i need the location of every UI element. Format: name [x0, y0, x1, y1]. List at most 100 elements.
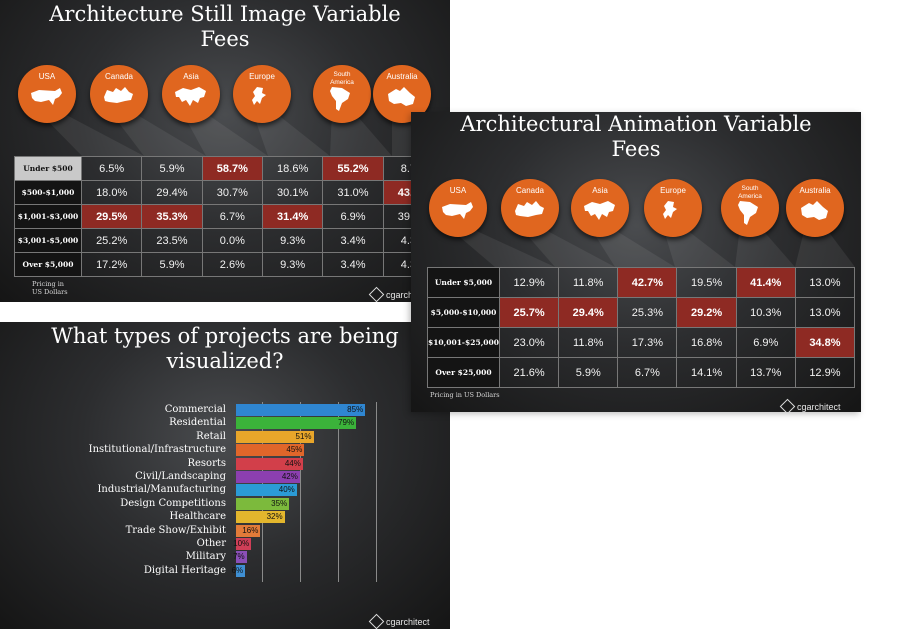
title-line-1: Architectural Animation Variable [460, 112, 812, 136]
spotlight-beam [663, 227, 735, 267]
table-cell: 35.3% [141, 204, 203, 229]
region-label: Canada [515, 186, 545, 195]
region-label: Asia [592, 186, 608, 195]
slide-title: What types of projects are being visuali… [0, 324, 450, 374]
region-south-america: South America [721, 179, 779, 237]
bar [236, 471, 300, 483]
bar [236, 497, 290, 510]
europe-map-icon [663, 201, 677, 219]
region-usa: USA [18, 65, 76, 123]
region-label: Europe [249, 72, 275, 81]
brand-logo: cgarchitect [368, 286, 430, 302]
bar-value-label: 44% [284, 458, 301, 468]
spotlight-beam [37, 110, 144, 156]
table-cell: 10.3% [735, 297, 796, 328]
table-cell: 6.7% [617, 357, 678, 388]
cgarchitect-logo-icon [368, 286, 385, 302]
spotlight-beam [252, 110, 330, 156]
region-asia: Asia [162, 65, 220, 123]
region-europe: Europe [233, 65, 291, 123]
region-label: South America [330, 71, 354, 86]
europe-map-icon [252, 87, 266, 105]
region-canada: Canada [90, 65, 148, 123]
row-label: Under $500 [14, 156, 82, 181]
beam-layer [448, 227, 855, 267]
bar-category-label: Healthcare [169, 511, 226, 523]
row-label: Over $5,000 [14, 252, 82, 277]
bar-category-label: Design Competitions [120, 497, 226, 509]
cgarchitect-logo-icon [368, 613, 385, 629]
row-label: $10,001-$25,000 [427, 327, 500, 358]
table-cell: 30.1% [261, 180, 324, 205]
bar-value-label: 16% [242, 525, 259, 535]
bar-category-label: Industrial/Manufacturing [97, 484, 226, 496]
gridline [300, 402, 301, 582]
title-line-2: Fees [611, 137, 661, 161]
table-row: $10,001-$25,000 23.0% 11.8% 17.3% 16.8% 6.9% 3… [427, 327, 856, 358]
title-line-2: visualized? [166, 349, 284, 373]
table-cell: 17.2% [80, 252, 143, 277]
bar-category-label: Other [196, 538, 226, 549]
bar-category-label: Military [185, 551, 226, 563]
table-cell: 12.9% [794, 357, 856, 388]
cgarchitect-logo-icon [779, 398, 796, 412]
bar [236, 538, 252, 550]
south-america-map-icon [738, 201, 758, 225]
table-cell: 41.4% [735, 267, 796, 298]
table-cell: 25.3% [617, 297, 678, 328]
table-cell: 29.2% [676, 297, 737, 328]
row-label: $1,001-$3,000 [14, 204, 82, 229]
table-cell: 3.4% [322, 252, 384, 277]
bar-value-label: 40% [278, 485, 295, 495]
fee-table: Under $5006.5%5.9%58.7%18.6%55.2%8.7%$50… [14, 156, 445, 277]
region-usa: USA [429, 179, 487, 237]
table-cell: 5.9% [141, 156, 203, 181]
row-label: $500-$1,000 [14, 180, 82, 205]
region-label: Asia [183, 72, 199, 81]
animation-fees-slide: Architectural Animation Variable Fees US… [411, 112, 861, 412]
australia-map-icon [388, 87, 415, 106]
gridline [338, 402, 339, 582]
region-europe: Europe [644, 179, 702, 237]
title-line-1: What types of projects are being [51, 324, 399, 348]
region-label: USA [38, 72, 56, 81]
region-south-america: South America [313, 65, 371, 123]
table-cell: 34.8% [794, 327, 856, 358]
table-row: $500-$1,00018.0%29.4%30.7%30.1%31.0%43.5… [14, 180, 445, 205]
bar-category-label: Commercial [164, 404, 226, 415]
bar-category-label: Digital Heritage [143, 564, 226, 576]
table-cell: 25.2% [80, 228, 143, 253]
table-cell: 9.3% [261, 228, 324, 253]
region-asia: Asia [571, 179, 629, 237]
bar-category-label: Institutional/Infrastructure [88, 444, 226, 456]
bar [236, 430, 314, 443]
table-cell: 23.0% [498, 327, 560, 358]
bar [236, 511, 285, 524]
table-cell: 13.0% [794, 267, 856, 298]
table-cell: 6.9% [735, 327, 796, 358]
brand-name: cgarchitect [386, 290, 430, 300]
bar-value-label: 51% [295, 431, 312, 441]
table-cell: 21.6% [498, 357, 560, 388]
region-australia: Australia [373, 65, 431, 123]
table-cell: 6.5% [80, 156, 143, 181]
bar-category-label: Residential [169, 417, 226, 429]
bar [236, 404, 366, 416]
table-cell: 16.8% [676, 327, 737, 358]
slide-title: Architecture Still Image Variable Fees [0, 2, 450, 52]
table-cell: 25.7% [498, 297, 560, 328]
bar-value-label: 42% [281, 472, 298, 481]
bar [236, 444, 305, 457]
bar [236, 484, 297, 497]
slide-title: Architectural Animation Variable Fees [411, 112, 861, 162]
table-cell: 18.6% [261, 156, 324, 181]
canada-map-icon [515, 201, 544, 217]
row-label: Over $25,000 [427, 357, 500, 388]
region-label: South America [738, 185, 762, 200]
bar-value-label: 45% [286, 445, 303, 455]
bar [236, 457, 303, 470]
table-cell: 18.0% [80, 180, 143, 205]
region-label: Canada [104, 72, 134, 81]
